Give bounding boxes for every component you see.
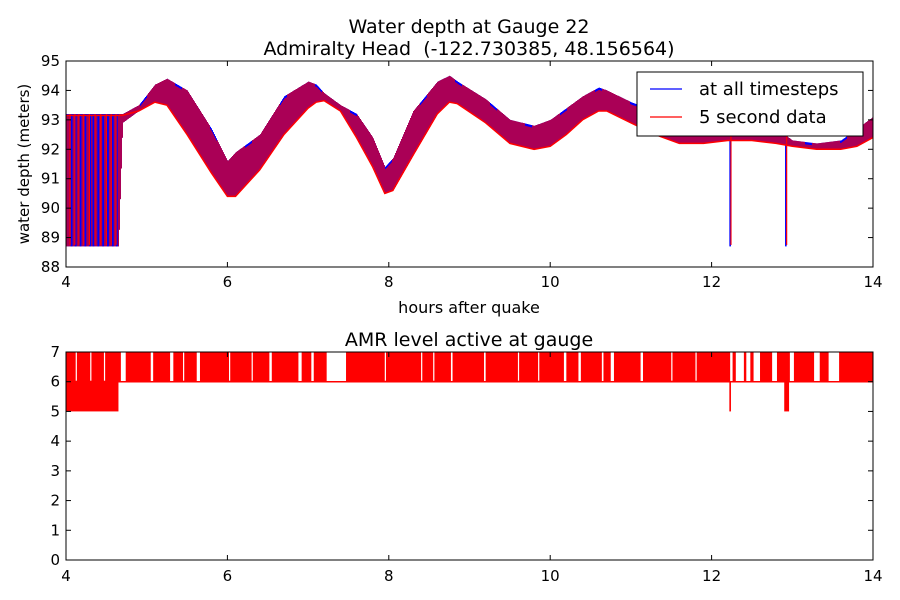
amr-level-layer — [66, 352, 873, 412]
top-x-tick-label: 14 — [863, 273, 882, 291]
amr-gap-sliver — [671, 352, 673, 381]
amr-level7-interval — [173, 352, 197, 382]
bottom-y-tick-label: 1 — [50, 521, 60, 539]
top-y-tick-label: 91 — [41, 170, 60, 188]
amr-level7-interval — [452, 352, 485, 382]
top-x-axis-label: hours after quake — [398, 298, 540, 317]
top-axis-ticks: 4 6 8 10 12 14 88 89 90 91 92 93 94 95 — [41, 52, 883, 291]
top-y-tick-label: 90 — [41, 199, 60, 217]
amr-level7-interval — [313, 352, 327, 382]
bottom-plot-frame — [65, 351, 874, 561]
bottom-x-tick-label: 12 — [702, 567, 721, 585]
bottom-y-tick-label: 4 — [50, 432, 60, 450]
amr-level7-interval — [603, 352, 611, 382]
amr-level7-interval — [732, 352, 736, 382]
amr-level-bars — [66, 352, 873, 412]
amr-gap-sliver — [183, 352, 185, 381]
amr-gap-sliver — [229, 352, 231, 381]
amr-gap-sliver — [517, 352, 520, 381]
bottom-y-tick-label: 2 — [50, 492, 60, 510]
bottom-y-tick-label: 3 — [50, 462, 60, 480]
top-y-tick-label: 94 — [41, 81, 60, 99]
top-y-tick-label: 92 — [41, 140, 60, 158]
bottom-y-tick-label: 0 — [50, 551, 60, 569]
amr-level7-interval — [66, 352, 121, 382]
amr-level7-interval — [346, 352, 451, 382]
amr-level7-interval — [485, 352, 564, 382]
amr-floor-segment — [729, 381, 731, 412]
amr-level7-interval — [819, 352, 829, 382]
top-y-tick-label: 89 — [41, 229, 60, 247]
bottom-y-tick-label: 7 — [50, 343, 60, 361]
amr-gap-sliver — [384, 352, 386, 381]
amr-level7-interval — [643, 352, 731, 382]
top-plot-area: 4 6 8 10 12 14 88 89 90 91 92 93 94 95 — [41, 52, 883, 291]
amr-floor-segment — [784, 381, 790, 412]
amr-level7-interval — [613, 352, 641, 382]
amr-level7-interval — [153, 352, 171, 382]
amr-gap-sliver — [103, 352, 106, 381]
amr-floor-segment — [66, 381, 119, 412]
amr-level7-interval — [271, 352, 299, 382]
top-x-tick-label: 6 — [223, 273, 233, 291]
amr-gap-sliver — [251, 352, 253, 381]
amr-gap-sliver — [538, 352, 540, 381]
amr-level7-interval — [566, 352, 579, 382]
bottom-chart-title: AMR level active at gauge — [345, 329, 593, 351]
amr-gap-sliver — [421, 352, 423, 381]
legend-label-all-timesteps: at all timesteps — [699, 79, 839, 100]
bottom-x-tick-label: 4 — [61, 567, 71, 585]
bottom-x-tick-label: 10 — [541, 567, 560, 585]
top-y-tick-label: 93 — [41, 111, 60, 129]
top-chart-title: Water depth at Gauge 22 — [348, 16, 589, 38]
top-plot-frame — [65, 60, 874, 268]
amr-level7-interval — [839, 352, 873, 382]
amr-level7-interval — [793, 352, 815, 382]
amr-gap-sliver — [90, 352, 92, 381]
top-x-tick-label: 8 — [384, 273, 394, 291]
top-x-tick-label: 10 — [541, 273, 560, 291]
amr-level7-interval — [750, 352, 754, 382]
bottom-y-tick-label: 6 — [50, 373, 60, 391]
five-second-baseline — [66, 99, 873, 198]
amr-gap-sliver — [433, 352, 435, 381]
top-chart-subtitle: Admiralty Head (-122.730385, 48.156564) — [263, 38, 674, 60]
amr-level7-interval — [776, 352, 790, 382]
top-y-tick-label: 88 — [41, 258, 60, 276]
top-x-tick-label: 4 — [61, 273, 71, 291]
amr-level7-interval — [743, 352, 747, 382]
top-series-layer — [66, 75, 873, 247]
amr-level7-interval — [301, 352, 312, 382]
top-y-tick-label: 95 — [41, 52, 60, 70]
top-x-tick-label: 12 — [702, 273, 721, 291]
bottom-x-tick-label: 8 — [384, 567, 394, 585]
legend: at all timesteps 5 second data — [636, 71, 864, 137]
bottom-x-tick-label: 14 — [863, 567, 882, 585]
amr-level7-interval — [199, 352, 270, 382]
bottom-y-tick-label: 5 — [50, 402, 60, 420]
bottom-x-tick-label: 6 — [223, 567, 233, 585]
legend-box — [636, 71, 864, 137]
amr-level7-interval — [125, 352, 151, 382]
amr-gap-sliver — [695, 352, 697, 381]
amr-level7-interval — [760, 352, 773, 382]
top-y-axis-label: water depth (meters) — [15, 84, 33, 245]
amr-gap-sliver — [75, 352, 77, 381]
amr-level7-interval — [580, 352, 602, 382]
legend-label-5-second-data: 5 second data — [699, 107, 827, 128]
